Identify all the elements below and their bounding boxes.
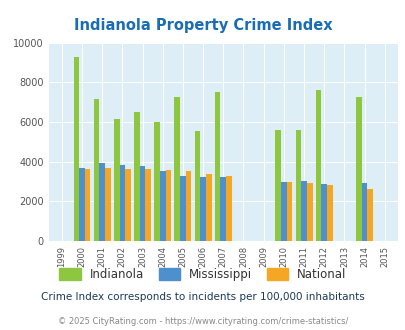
Bar: [139, 166, 145, 241]
Bar: [355, 97, 361, 241]
Bar: [105, 168, 111, 241]
Bar: [145, 169, 151, 241]
Bar: [275, 130, 280, 241]
Text: Indianola Property Crime Index: Indianola Property Crime Index: [73, 18, 332, 33]
Bar: [226, 176, 231, 241]
Bar: [205, 174, 211, 241]
Bar: [94, 99, 99, 241]
Bar: [185, 171, 191, 241]
Bar: [174, 97, 180, 241]
Bar: [367, 189, 372, 241]
Bar: [280, 182, 286, 241]
Bar: [214, 92, 220, 241]
Bar: [315, 90, 321, 241]
Bar: [99, 163, 105, 241]
Bar: [306, 183, 312, 241]
Bar: [125, 169, 130, 241]
Bar: [79, 168, 85, 241]
Bar: [119, 165, 125, 241]
Bar: [326, 185, 332, 241]
Bar: [165, 170, 171, 241]
Bar: [134, 112, 139, 241]
Text: © 2025 CityRating.com - https://www.cityrating.com/crime-statistics/: © 2025 CityRating.com - https://www.city…: [58, 317, 347, 326]
Bar: [321, 184, 326, 241]
Bar: [361, 183, 367, 241]
Bar: [114, 119, 119, 241]
Bar: [154, 122, 160, 241]
Bar: [301, 182, 306, 241]
Bar: [73, 57, 79, 241]
Bar: [220, 177, 226, 241]
Bar: [160, 171, 165, 241]
Bar: [180, 176, 185, 241]
Bar: [194, 131, 200, 241]
Legend: Indianola, Mississippi, National: Indianola, Mississippi, National: [55, 263, 350, 286]
Bar: [200, 177, 205, 241]
Text: Crime Index corresponds to incidents per 100,000 inhabitants: Crime Index corresponds to incidents per…: [41, 292, 364, 302]
Bar: [286, 182, 292, 241]
Bar: [85, 169, 90, 241]
Bar: [295, 130, 301, 241]
